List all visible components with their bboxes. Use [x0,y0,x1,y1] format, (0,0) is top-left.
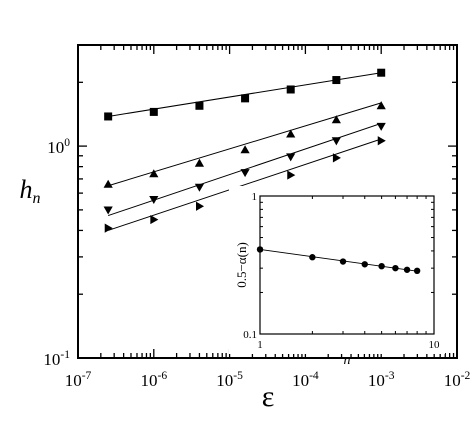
point-series-3-triangle-down [376,122,386,131]
x-tick-label-exp: -7 [82,369,92,382]
point-series-1-square [332,76,341,85]
y-axis-label: hn [20,175,41,207]
inset-point [309,254,316,261]
inset-point [361,261,368,268]
point-series-3-triangle-down [240,169,250,178]
main-plot-frame [77,44,458,359]
x-tick-label-exp: -3 [385,369,395,382]
inset-x-axis-label: n [344,353,351,368]
y-tick-label-exp: 0 [64,136,70,149]
y-axis-label-subscript: n [33,190,41,207]
point-series-2-triangle-up [103,179,113,188]
x-tick-label: 10-4 [292,369,319,390]
x-tick-label-base: 10 [140,371,157,390]
inset-plot-frame [259,195,435,335]
point-series-2-triangle-up [376,101,386,110]
point-series-4-triangle-right [377,136,386,146]
point-series-1-square [195,101,204,110]
inset-x-tick-label: 1 [257,339,263,351]
inset-fit-line [259,248,418,272]
point-series-4-triangle-right [195,201,205,211]
x-tick-label-exp: -4 [309,369,319,382]
y-axis-label-base: h [20,175,33,204]
point-series-2-triangle-up [240,145,250,154]
point-series-3-triangle-down [194,183,205,192]
x-tick-label: 10-6 [140,369,167,390]
x-tick-label-base: 10 [216,371,233,390]
inset-y-tick-label: 1 [252,191,258,203]
point-series-3-triangle-down [103,206,113,215]
x-tick-label-base: 10 [444,371,461,390]
x-tick-label: 10-2 [444,369,471,390]
inset-background [229,186,445,354]
point-series-1-square [286,85,295,94]
inset-point [413,267,421,275]
point-series-1-square [149,107,158,116]
x-tick-label-exp: -6 [157,369,167,382]
point-series-1-square [377,68,386,77]
y-tick-label-exp: -1 [60,348,70,361]
x-tick-label-base: 10 [292,371,309,390]
y-tick-label: 100 [47,136,70,157]
x-tick-label: 10-5 [216,369,243,390]
point-series-1-square [104,112,113,121]
point-series-2-triangle-up [331,115,341,124]
inset-point [256,246,264,253]
point-series-3-triangle-down [331,137,341,146]
x-tick-label: 10-3 [368,369,395,390]
point-series-3-triangle-down [149,196,159,205]
x-tick-label-exp: -5 [233,369,243,382]
inset-point [403,266,411,273]
point-series-4-triangle-right [150,214,159,225]
point-series-4-triangle-right [287,170,296,180]
x-tick-label-base: 10 [368,371,385,390]
point-series-3-triangle-down [286,153,296,162]
inset-y-tick-label: 0.1 [243,329,257,341]
inset-x-tick-label: 10 [429,339,441,351]
y-tick-label-base: 10 [43,350,60,369]
y-tick-label-base: 10 [47,138,64,157]
x-tick-label: 10-7 [65,369,92,390]
fit-line-series-4 [108,138,382,231]
y-tick-label: 10-1 [43,348,70,369]
inset-point [339,258,347,265]
inset-point [378,262,385,270]
x-axis-label: ε [262,380,275,413]
point-series-2-triangle-up [149,169,159,178]
point-series-2-triangle-up [194,158,205,167]
x-tick-label-exp: -2 [461,369,471,382]
inset-point [392,264,399,272]
x-tick-label-base: 10 [65,371,82,390]
point-series-1-square [241,94,250,103]
point-series-2-triangle-up [286,129,296,138]
point-series-4-triangle-right [332,153,341,163]
inset-y-axis-label: 0.5−α(n) [234,242,249,288]
point-series-4-triangle-right [104,223,113,233]
